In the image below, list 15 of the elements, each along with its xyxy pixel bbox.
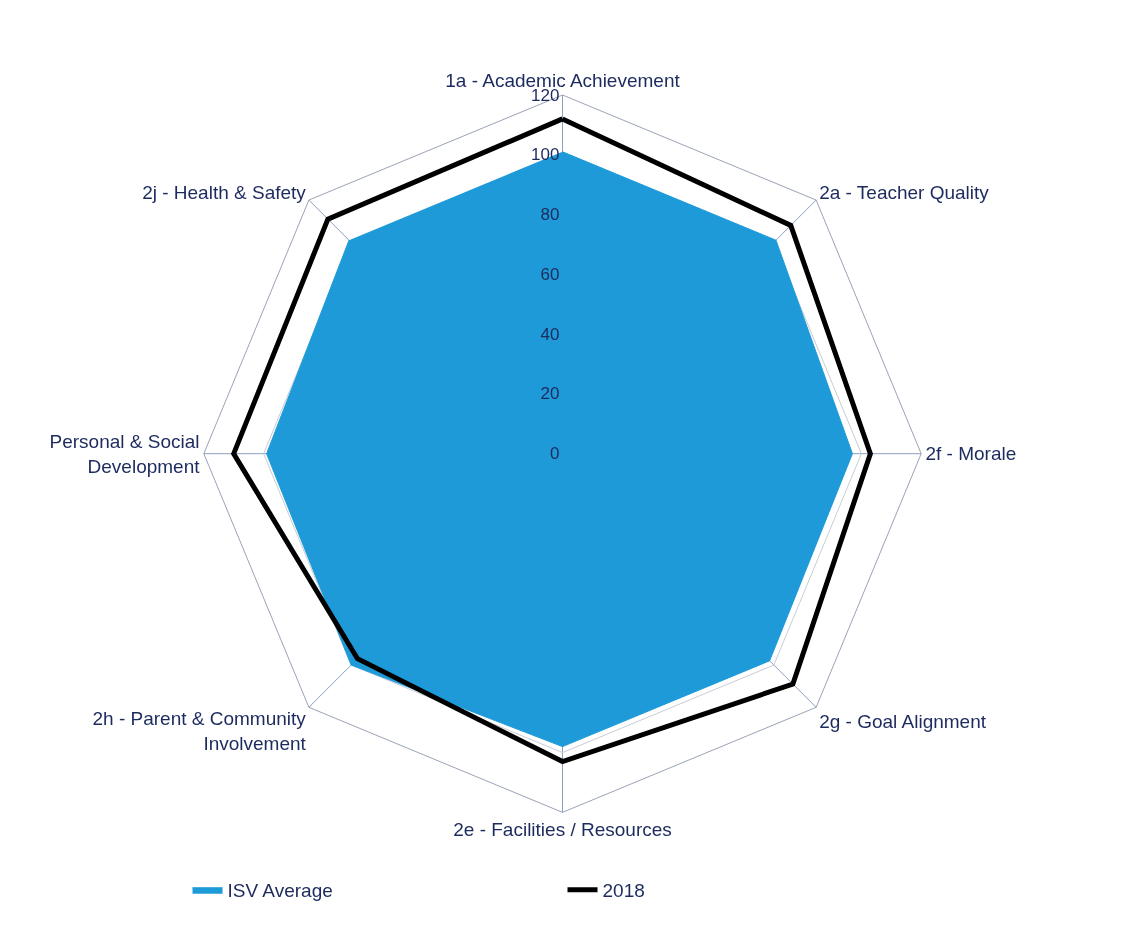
spoke-label: 2j - Health & Safety [142,182,307,204]
legend-label: ISV Average [227,880,333,902]
y-tick-label: 20 [540,384,560,404]
spoke-label: Personal & Social Development [49,430,201,477]
spoke-label: 2f - Morale [925,443,1017,465]
spoke-label: 2e - Facilities / Resources [453,818,672,840]
y-tick-label: 0 [549,444,560,464]
y-tick-label: 100 [531,145,560,165]
spoke-label: 2a - Teacher Quality [819,182,990,204]
y-tick-label: 60 [540,264,560,284]
y-tick-label: 40 [540,324,560,344]
legend-label: 2018 [602,880,645,902]
spoke-label: 2h - Parent & Community Involvement [92,707,307,754]
y-tick-label: 80 [540,205,560,225]
spoke-label: 2g - Goal Alignment [819,711,987,733]
